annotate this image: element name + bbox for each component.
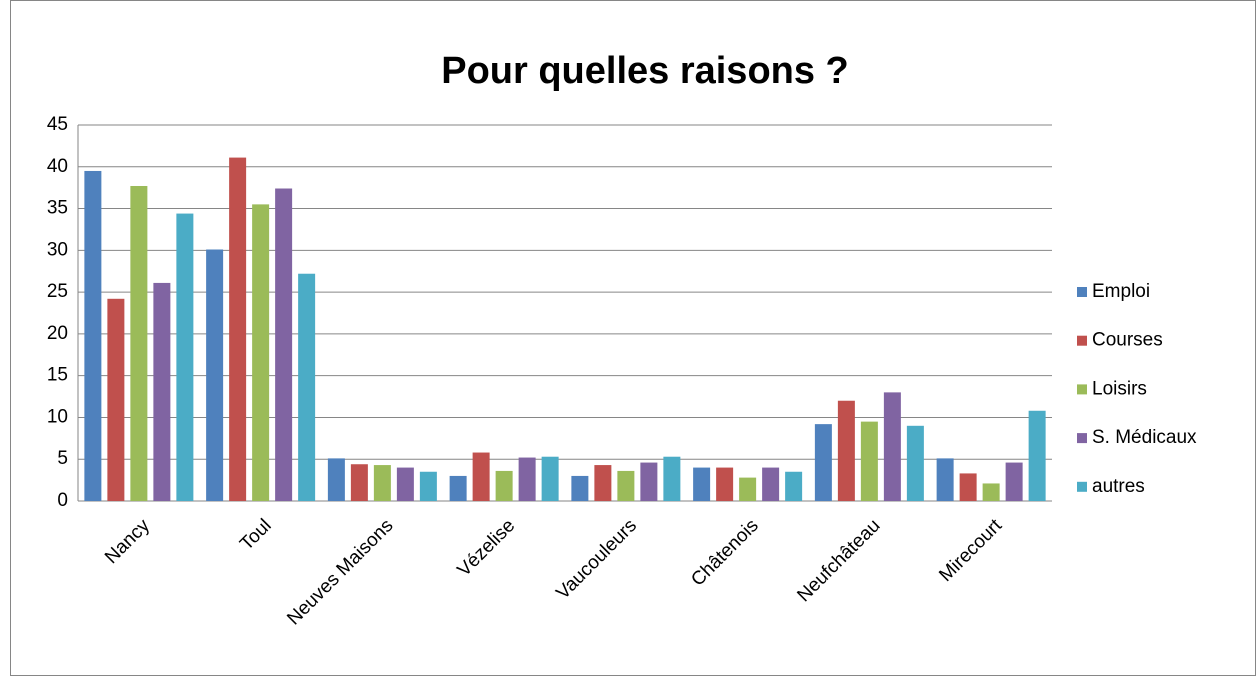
bar (229, 157, 247, 501)
bar (716, 467, 734, 501)
bar (518, 457, 536, 501)
legend-swatch (1077, 335, 1087, 346)
bar (617, 470, 635, 501)
legend-swatch (1077, 481, 1087, 492)
legend-label: Loisirs (1092, 378, 1147, 399)
bar (663, 456, 681, 501)
bar (837, 400, 855, 501)
y-tick-label: 25 (47, 281, 68, 302)
bar (327, 458, 345, 501)
bar (252, 204, 270, 501)
bar (860, 421, 878, 501)
bar (449, 475, 467, 501)
legend-label: autres (1092, 476, 1145, 497)
bar (275, 188, 293, 501)
y-tick-label: 10 (47, 406, 68, 427)
bar (739, 477, 757, 501)
bar (594, 465, 612, 501)
bar (419, 471, 437, 501)
bar (1005, 462, 1023, 501)
bar (982, 483, 1000, 501)
bar (176, 213, 194, 501)
bar (785, 471, 803, 501)
bar (571, 475, 589, 501)
bar (350, 464, 368, 501)
bar (206, 249, 224, 501)
y-tick-label: 0 (57, 490, 68, 511)
legend-label: S. Médicaux (1092, 427, 1197, 448)
legend-label: Emploi (1092, 281, 1150, 302)
bar (762, 467, 780, 501)
bar (396, 467, 414, 501)
legend-swatch (1077, 384, 1087, 395)
bar (495, 470, 513, 501)
bar (84, 170, 102, 501)
legend-label: Courses (1092, 330, 1163, 351)
bar (906, 425, 924, 501)
chart-frame (10, 0, 1256, 676)
y-tick-label: 35 (47, 198, 68, 219)
y-tick-label: 15 (47, 365, 68, 386)
y-tick-label: 5 (57, 448, 68, 469)
legend-swatch (1077, 433, 1087, 444)
bar (936, 458, 954, 501)
bar (107, 298, 125, 501)
legend-swatch (1077, 287, 1087, 297)
bar (959, 473, 977, 501)
bar (153, 282, 171, 501)
bar (640, 462, 658, 501)
bar (541, 456, 559, 501)
bar (298, 273, 316, 501)
y-tick-label: 30 (47, 239, 68, 260)
bar (1028, 410, 1046, 501)
y-tick-label: 40 (47, 156, 68, 177)
bar (472, 452, 490, 501)
bar (814, 424, 832, 501)
bar (373, 465, 391, 501)
chart-title: Pour quelles raisons ? (441, 50, 849, 92)
bar (693, 467, 711, 501)
bar (883, 392, 901, 501)
bar (130, 185, 148, 502)
y-tick-label: 45 (47, 114, 68, 135)
y-tick-label: 20 (47, 323, 68, 344)
